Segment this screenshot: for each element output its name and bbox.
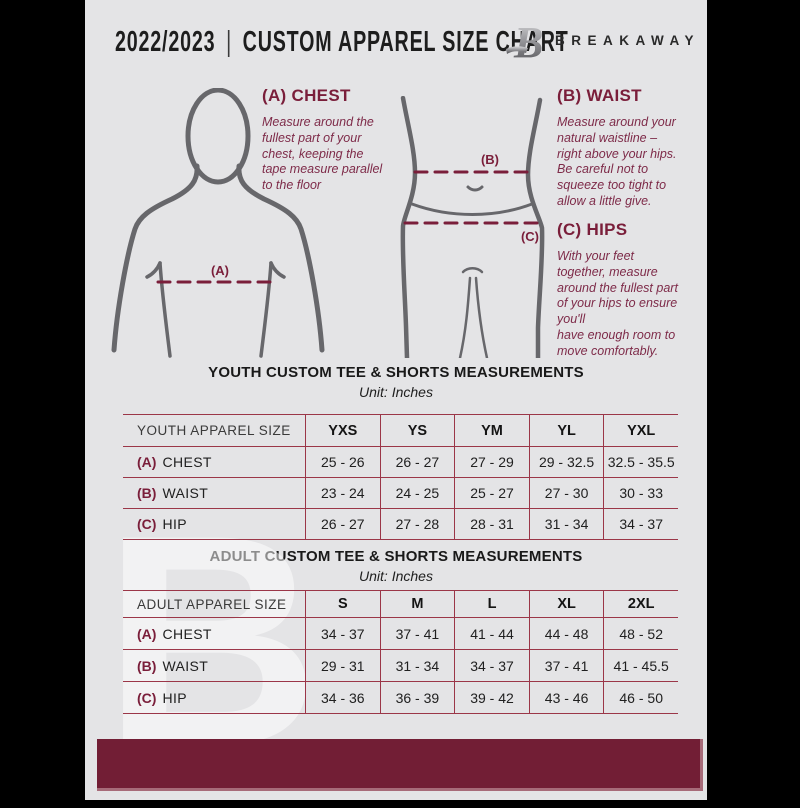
logo-letter: B	[513, 19, 543, 67]
chest-body-text: Measure around the fullest part of your …	[262, 115, 383, 192]
figure-left-armpit	[145, 261, 162, 279]
waist-body-text: Measure around your natural waistline – …	[557, 115, 677, 208]
table-cell: 29 - 31	[305, 650, 380, 682]
hips-body-text: With your feet together, measure around …	[557, 249, 678, 358]
row-marker: (C)	[137, 689, 157, 706]
table-cell: 23 - 24	[305, 478, 380, 509]
figure-right-inner-arm	[259, 261, 273, 358]
youth-corner-header: YOUTH APPAREL SIZE	[123, 414, 305, 447]
crotch-curve	[461, 267, 484, 274]
youth-row-label: (A) CHEST	[123, 447, 305, 478]
youth-table-unit: Unit: Inches	[359, 384, 433, 400]
row-marker: (B)	[137, 485, 157, 501]
table-cell: 36 - 39	[379, 682, 455, 714]
chart-page: 2022/2023 | CUSTOM APPAREL SIZE CHART B BR…	[85, 0, 707, 800]
table-cell: 26 - 27	[305, 509, 380, 540]
table-cell: 27 - 30	[528, 478, 604, 509]
page-title: CUSTOM APPAREL SIZE CHART	[242, 26, 569, 58]
table-cell: 39 - 42	[454, 682, 529, 714]
header-divider: |	[226, 26, 233, 58]
hips-heading: (C) HIPS	[557, 220, 628, 239]
table-cell: 34 - 37	[454, 650, 529, 682]
row-marker: (C)	[137, 516, 157, 532]
adult-table-unit: Unit: Inches	[359, 568, 433, 584]
table-cell: 25 - 27	[454, 478, 529, 509]
left-inner-leg	[458, 276, 472, 358]
youth-col-yxl: YXL	[603, 414, 678, 447]
table-cell: 34 - 37	[603, 509, 678, 540]
table-cell: 24 - 25	[379, 478, 455, 509]
table-cell: 31 - 34	[379, 650, 455, 682]
adult-row-label: (B) WAIST	[123, 650, 305, 682]
figure-left-shoulder-arm	[111, 163, 200, 353]
row-marker: (B)	[137, 657, 157, 674]
table-cell: 34 - 37	[305, 618, 380, 650]
youth-col-yl: YL	[528, 414, 604, 447]
adult-table-title: ADULT CUSTOM TEE & SHORTS MEASUREMENTS	[209, 548, 583, 565]
table-cell: 27 - 29	[454, 447, 529, 478]
youth-row-label: (C) HIP	[123, 509, 305, 540]
chest-instruction: (A) CHEST Measure around the fullest par…	[262, 86, 412, 194]
table-cell: 29 - 32.5	[528, 447, 604, 478]
table-cell: 41 - 45.5	[603, 650, 678, 682]
figure-head	[185, 88, 251, 185]
footer-accent-bar	[97, 739, 703, 791]
figure-right-shoulder-arm	[236, 163, 325, 353]
hips-instruction: (C) HIPS With your feet together, measur…	[557, 220, 705, 359]
header-year: 2022/2023	[115, 26, 216, 58]
adult-col-l: L	[454, 590, 529, 618]
logo-slash	[506, 46, 528, 54]
adult-size-table: ADULT APPAREL SIZE S M L XL 2XL (A) CHEST…	[123, 590, 678, 714]
waist-marker-label: (B)	[481, 152, 499, 167]
torso-right-outline	[525, 97, 545, 358]
torso-left-outline	[400, 96, 418, 358]
chest-heading: (A) CHEST	[262, 86, 351, 105]
table-cell: 34 - 36	[305, 682, 380, 714]
youth-col-yxs: YXS	[305, 414, 380, 447]
chest-marker-label: (A)	[211, 263, 229, 278]
youth-row-label: (B) WAIST	[123, 478, 305, 509]
waist-hips-figure-illustration: (B) (C)	[400, 96, 545, 358]
adult-col-s: S	[305, 590, 380, 618]
table-cell: 32.5 - 35.5	[603, 447, 678, 478]
waist-heading: (B) WAIST	[557, 86, 642, 105]
youth-size-table: YOUTH APPAREL SIZE YXS YS YM YL YXL (A) C…	[123, 414, 678, 540]
adult-col-2xl: 2XL	[603, 590, 678, 618]
table-cell: 31 - 34	[528, 509, 604, 540]
figure-right-armpit	[269, 261, 286, 279]
table-cell: 25 - 26	[305, 447, 380, 478]
waist-instruction: (B) WAIST Measure around your natural wa…	[557, 86, 705, 210]
row-marker: (A)	[137, 454, 157, 470]
hip-curve	[410, 202, 534, 216]
table-cell: 46 - 50	[603, 682, 678, 714]
brand-name: BREAKAWAY	[555, 33, 701, 48]
adult-col-xl: XL	[528, 590, 604, 618]
adult-corner-header: ADULT APPAREL SIZE	[123, 590, 305, 618]
page-header: 2022/2023 | CUSTOM APPAREL SIZE CHART	[115, 26, 569, 59]
adult-row-label: (A) CHEST	[123, 618, 305, 650]
table-cell: 43 - 46	[528, 682, 604, 714]
row-marker: (A)	[137, 625, 157, 642]
adult-row-label: (C) HIP	[123, 682, 305, 714]
youth-col-ym: YM	[454, 414, 529, 447]
right-inner-leg	[474, 276, 489, 358]
table-cell: 44 - 48	[528, 618, 604, 650]
hips-marker-label: (C)	[521, 229, 539, 244]
table-cell: 41 - 44	[454, 618, 529, 650]
youth-col-ys: YS	[379, 414, 455, 447]
table-cell: 37 - 41	[528, 650, 604, 682]
table-cell: 37 - 41	[379, 618, 455, 650]
table-cell: 26 - 27	[379, 447, 455, 478]
table-cell: 27 - 28	[379, 509, 455, 540]
chest-figure-illustration: (A)	[111, 88, 325, 358]
figure-left-inner-arm	[158, 261, 172, 358]
youth-table-title: YOUTH CUSTOM TEE & SHORTS MEASUREMENTS	[208, 364, 584, 381]
adult-col-m: M	[379, 590, 455, 618]
navel-mark	[466, 185, 484, 192]
breakaway-logo-icon: B	[506, 19, 543, 67]
table-cell: 48 - 52	[603, 618, 678, 650]
table-cell: 28 - 31	[454, 509, 529, 540]
table-cell: 30 - 33	[603, 478, 678, 509]
